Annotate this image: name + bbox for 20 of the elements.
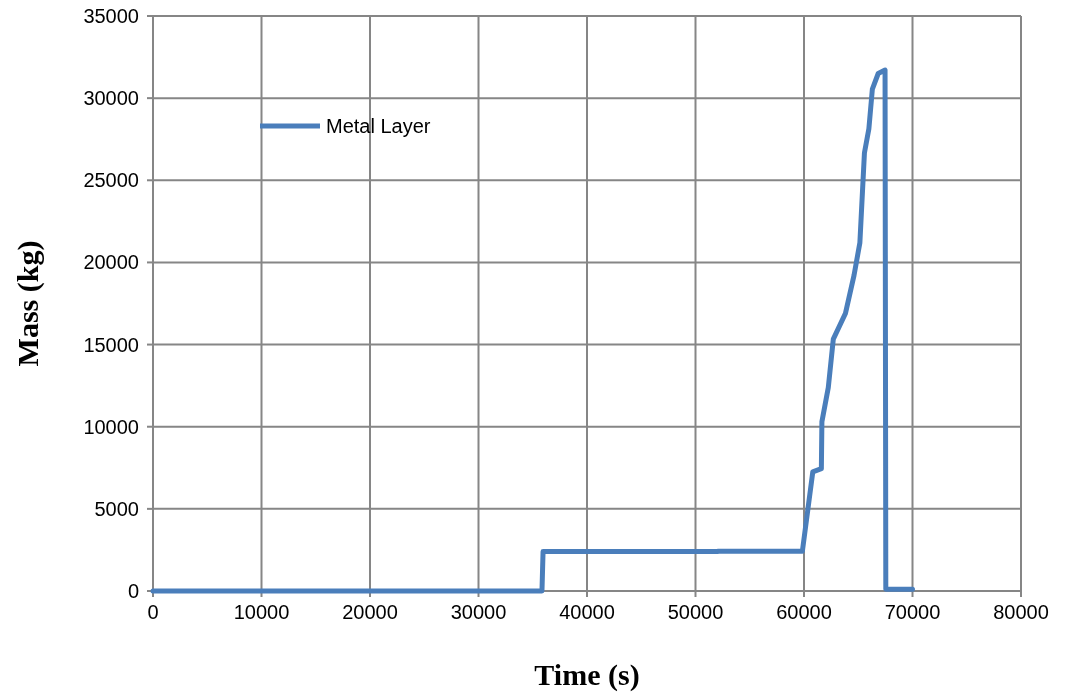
y-tick-label: 0 — [127, 580, 139, 602]
y-tick-label: 5000 — [94, 497, 139, 520]
y-tick-label: 15000 — [83, 333, 139, 356]
x-tick-label: 50000 — [667, 601, 724, 623]
x-tick-label: 20000 — [342, 601, 398, 623]
y-axis-title: Mass (kg) — [11, 240, 45, 367]
x-tick-label: 0 — [147, 601, 159, 623]
y-tick-label: 35000 — [83, 5, 139, 27]
y-tick-label: 10000 — [83, 415, 139, 438]
y-tick-label: 20000 — [83, 251, 139, 274]
x-tick-label: 30000 — [450, 601, 507, 623]
legend-label: Metal Layer — [326, 115, 431, 137]
x-tick-label: 10000 — [233, 601, 290, 623]
x-tick-label: 70000 — [884, 601, 941, 623]
y-tick-label: 25000 — [83, 169, 139, 192]
x-tick-label: 60000 — [776, 601, 832, 623]
x-tick-label: 80000 — [993, 601, 1049, 623]
x-axis-title: Time (s) — [534, 658, 640, 692]
x-tick-label: 40000 — [559, 601, 615, 623]
y-tick-label: 30000 — [83, 87, 139, 110]
